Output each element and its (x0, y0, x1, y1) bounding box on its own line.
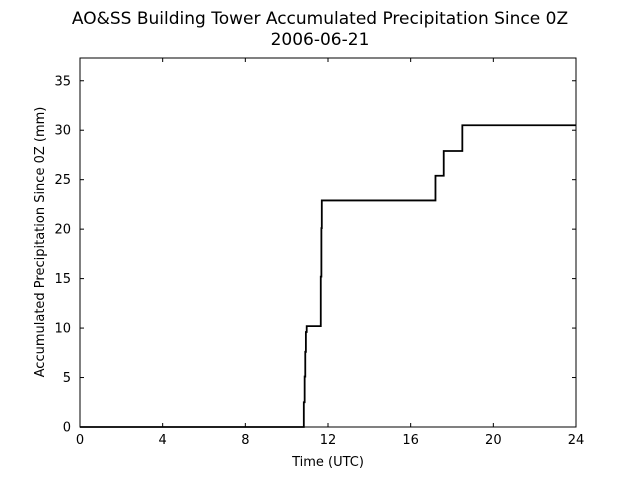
chart-title: AO&SS Building Tower Accumulated Precipi… (72, 9, 568, 29)
x-tick-label-4: 16 (402, 433, 419, 448)
series-line-0 (80, 124, 576, 428)
x-axis-label: Time (UTC) (291, 455, 364, 470)
y-tick-label-6: 30 (54, 124, 71, 139)
y-tick-label-2: 10 (54, 322, 71, 337)
x-tick-label-5: 20 (485, 433, 502, 448)
y-tick-label-0: 0 (63, 421, 71, 436)
y-tick-label-7: 35 (54, 74, 71, 89)
x-tick-label-0: 0 (76, 433, 84, 448)
plot-area: 0 4 8 12 16 20 24 0 5 10 15 20 25 30 35 (54, 57, 585, 448)
y-axis-label: Accumulated Precipitation Since 0Z (mm) (33, 107, 48, 378)
chart-subtitle: 2006-06-21 (271, 30, 370, 50)
y-tick-label-5: 25 (54, 173, 71, 188)
x-tick-label-6: 24 (568, 433, 585, 448)
plot-frame (79, 57, 577, 428)
x-tick-label-3: 12 (320, 433, 337, 448)
x-tick-label-2: 8 (241, 433, 249, 448)
y-tick-label-3: 15 (54, 272, 71, 287)
y-tick-label-4: 20 (54, 223, 71, 238)
x-tick-label-1: 4 (159, 433, 167, 448)
y-tick-label-1: 5 (63, 371, 71, 386)
